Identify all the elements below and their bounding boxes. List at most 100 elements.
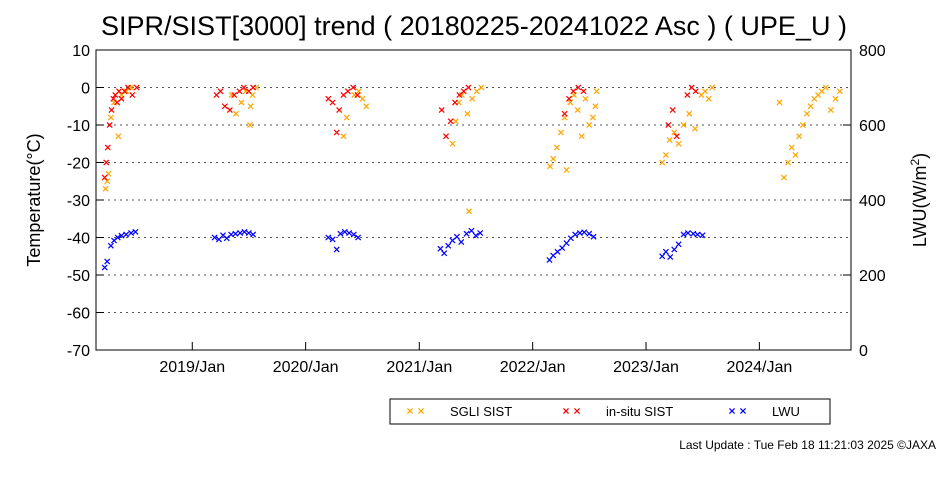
data-point (572, 231, 579, 238)
data-point (114, 234, 121, 241)
data-point (101, 264, 108, 271)
data-point (359, 95, 366, 102)
data-point (350, 84, 357, 91)
data-point (669, 106, 676, 114)
data-point (104, 144, 111, 151)
series-lwu (101, 227, 706, 271)
data-point (547, 163, 554, 170)
data-point (341, 228, 348, 235)
data-point (788, 144, 795, 151)
data-point (692, 125, 699, 132)
data-point (441, 250, 448, 257)
data-point (705, 95, 712, 102)
x-tick-label: 2020/Jan (273, 359, 339, 376)
data-point (333, 129, 340, 136)
data-point (465, 84, 472, 91)
data-point (473, 88, 480, 95)
data-point (673, 133, 680, 140)
data-point (350, 231, 357, 238)
x-tick-label: 2024/Jan (726, 359, 792, 376)
data-point (465, 208, 473, 215)
data-point (776, 99, 783, 106)
data-point (799, 121, 806, 129)
series-sgli-sist (102, 84, 843, 215)
data-point (593, 88, 600, 95)
data-point (684, 91, 691, 99)
data-point (803, 110, 810, 117)
data-point (101, 174, 108, 181)
data-point (336, 106, 343, 114)
footer-timestamp: Last Update : Tue Feb 18 11:21:03 2025 ©… (679, 438, 936, 452)
data-point (553, 144, 560, 151)
series-in-situ-sist (101, 84, 699, 181)
data-point (570, 88, 577, 95)
chart-title: SIPR/SIST[3000] trend ( 20180225-2024102… (101, 11, 847, 41)
plot-frame (95, 49, 852, 351)
legend-marker (573, 407, 581, 415)
data-point (792, 151, 799, 159)
y-tick-label: -30 (67, 193, 90, 210)
y2-tick-label: 800 (859, 43, 886, 60)
data-point (665, 121, 672, 129)
x-tick-label: 2023/Jan (613, 359, 679, 376)
data-point (329, 99, 336, 106)
data-point (104, 258, 111, 265)
data-point (343, 114, 350, 121)
data-point (477, 229, 484, 237)
y2-tick-label: 600 (859, 118, 886, 135)
data-point (662, 248, 669, 255)
data-point (680, 231, 687, 238)
legend-marker (739, 407, 747, 415)
data-point (784, 159, 791, 166)
data-point (133, 84, 140, 91)
data-point (592, 103, 599, 110)
y2-axis-title: LWU(W/m2) (908, 153, 930, 247)
legend: SGLI SIST in-situ SIST LWU (389, 398, 831, 425)
data-point (123, 231, 130, 238)
legend-label: LWU (772, 404, 800, 419)
data-point (675, 140, 682, 147)
data-point (438, 106, 445, 114)
grid-lines (96, 87, 851, 313)
data-point (329, 236, 336, 243)
data-point (124, 84, 132, 91)
data-point (460, 88, 467, 95)
legend-box (389, 398, 831, 425)
data-point (449, 140, 456, 147)
data-point (582, 95, 589, 102)
data-point (561, 110, 568, 117)
data-point (463, 230, 470, 237)
y2-axis-title-end: ) (910, 153, 930, 159)
data-point (578, 133, 585, 140)
data-point (586, 230, 593, 237)
data-point (247, 121, 254, 129)
data-point (699, 232, 706, 239)
data-point (557, 129, 564, 136)
data-point (796, 133, 803, 140)
data-point (586, 121, 593, 129)
data-point (581, 229, 588, 236)
data-points (101, 84, 843, 271)
data-point (118, 95, 125, 102)
data-point (666, 136, 673, 144)
data-point (694, 231, 701, 238)
data-point (128, 229, 135, 237)
y2-axis-title-sup: 2 (908, 159, 922, 166)
data-point (464, 110, 471, 117)
data-point (237, 229, 244, 237)
data-point (468, 227, 475, 234)
data-point (354, 91, 361, 99)
data-point (478, 84, 485, 91)
data-point (589, 114, 596, 121)
data-point (333, 246, 340, 253)
data-point (129, 91, 136, 99)
y-tick-label: -60 (67, 306, 90, 323)
data-point (836, 88, 843, 95)
data-point (567, 99, 574, 106)
data-point (675, 241, 682, 248)
data-point (662, 151, 669, 159)
data-point (563, 240, 570, 247)
data-point (217, 88, 224, 95)
data-point (363, 103, 370, 110)
